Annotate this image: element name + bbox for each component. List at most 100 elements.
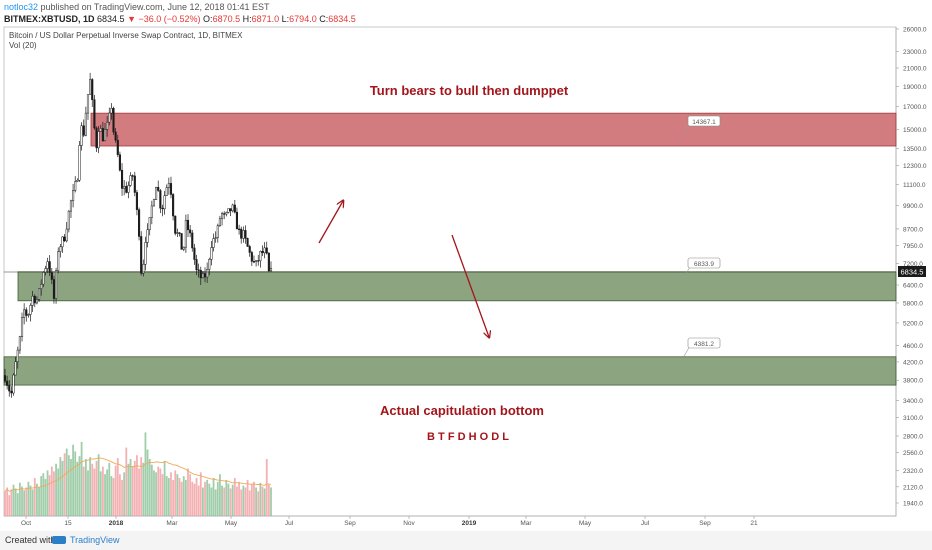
zones	[3, 112, 897, 386]
time-axis-labels: Oct 15 2018 Mar May Jul Sep Nov 2019 Mar May Jul Sep…	[21, 516, 758, 527]
volume-bar	[33, 478, 36, 516]
candle-body	[127, 185, 130, 193]
candle-body	[146, 229, 149, 243]
candle-body	[159, 190, 162, 209]
candle-body	[184, 219, 187, 248]
up-arrow	[318, 201, 343, 244]
volume-bar	[48, 475, 51, 516]
candle-body	[195, 259, 198, 270]
price-chart[interactable]: Bitcoin / US Dollar Perpetual Inverse Sw…	[0, 0, 932, 531]
volume-bar	[72, 444, 74, 516]
volume-bar	[95, 460, 98, 516]
candle-body	[35, 299, 38, 304]
volume-bar	[231, 484, 234, 516]
candle-body	[6, 380, 9, 386]
volume-bar	[242, 485, 245, 516]
volume-bar	[63, 453, 66, 516]
candle-body	[178, 232, 181, 234]
candle-body	[106, 121, 109, 130]
price-tick-label: 1940.0	[903, 501, 923, 508]
zone-label-mid-text: 6833.9	[694, 261, 714, 268]
time-tick-label: Jul	[285, 520, 294, 527]
volume-bar	[91, 463, 94, 516]
volume-bar	[253, 481, 255, 516]
time-tick-label: Nov	[403, 520, 415, 527]
price-tick-label: 7200.0	[903, 261, 923, 268]
volume-bar	[38, 487, 40, 516]
tradingview-brand[interactable]: TradingView	[52, 531, 120, 550]
candle-body	[16, 349, 19, 363]
volume-bar	[97, 454, 100, 516]
volume-bar	[259, 482, 262, 516]
candle-body	[55, 270, 58, 299]
candle-body	[165, 187, 168, 196]
candle-body	[44, 268, 47, 273]
candle-body	[155, 187, 158, 200]
publish-info: published on TradingView.com, June 12, 2…	[40, 2, 270, 12]
candle-body	[20, 317, 24, 337]
candle-body	[197, 269, 200, 271]
volume-bar	[240, 489, 243, 516]
candle-body	[212, 238, 215, 248]
volume-bar	[270, 487, 272, 516]
candle-body	[248, 246, 251, 253]
volume-bar	[221, 485, 223, 516]
candle-body	[150, 205, 153, 218]
candle-body	[72, 190, 75, 202]
candle-body	[233, 204, 236, 213]
candle-body	[40, 283, 43, 290]
volume-bar	[65, 448, 68, 516]
candle-body	[101, 128, 104, 142]
candle-body	[59, 246, 62, 252]
price-change: ▼ −36.0 (−0.52%)	[127, 14, 201, 24]
price-tick-label: 7950.0	[903, 243, 923, 250]
volume-bar	[121, 479, 123, 516]
price-axis-labels: 26000.0 23000.0 21000.0 19000.0 17000.0 15000…	[896, 27, 927, 508]
volume-bar	[182, 476, 185, 516]
price-tick-label: 2320.0	[903, 468, 923, 475]
volume-bar	[27, 481, 30, 516]
candle-body	[191, 232, 194, 249]
time-tick-label: Sep	[699, 520, 711, 527]
candle-body	[14, 361, 17, 376]
candle-body	[210, 247, 213, 260]
volume-bar	[255, 487, 258, 516]
volume-bar	[233, 478, 236, 516]
volume-bar	[125, 447, 128, 516]
time-tick-label: Mar	[166, 520, 178, 527]
volume-bar	[110, 476, 113, 516]
author-link[interactable]: notloc32	[4, 2, 39, 12]
volume-bar	[191, 481, 194, 516]
volume-bar	[14, 488, 17, 516]
volume-bar	[84, 459, 87, 516]
candle-body	[203, 273, 207, 278]
volume-bar	[263, 488, 266, 516]
candle-body	[201, 273, 204, 279]
volume-bar	[67, 455, 70, 516]
volume-bar	[123, 472, 126, 516]
zone-label-top: 14367.1	[682, 115, 721, 135]
time-tick-label: May	[579, 520, 592, 527]
candle-body	[244, 230, 247, 239]
volume-bar	[59, 457, 62, 516]
zone-resistance	[90, 112, 897, 147]
zone-label-top-text: 14367.1	[692, 119, 716, 126]
candle-body	[65, 228, 68, 242]
price-tick-label: 2120.0	[903, 484, 923, 491]
candle-body	[269, 267, 273, 272]
zone-label-mid: 6833.9	[683, 257, 721, 278]
candle-body	[152, 199, 156, 207]
volume-bar	[44, 478, 47, 516]
volume-bar	[8, 495, 11, 516]
volume-bar	[202, 487, 204, 516]
price-tick-label: 3100.0	[903, 415, 923, 422]
volume-bar	[21, 486, 23, 516]
volume-bar	[167, 478, 170, 516]
volume-bar	[25, 487, 28, 516]
candle-body	[110, 108, 113, 114]
candle-body	[74, 181, 77, 191]
close-value: 6834.5	[328, 14, 356, 24]
time-tick-label: Jul	[641, 520, 650, 527]
volume-bar	[159, 468, 162, 516]
volume-bar	[210, 487, 213, 516]
